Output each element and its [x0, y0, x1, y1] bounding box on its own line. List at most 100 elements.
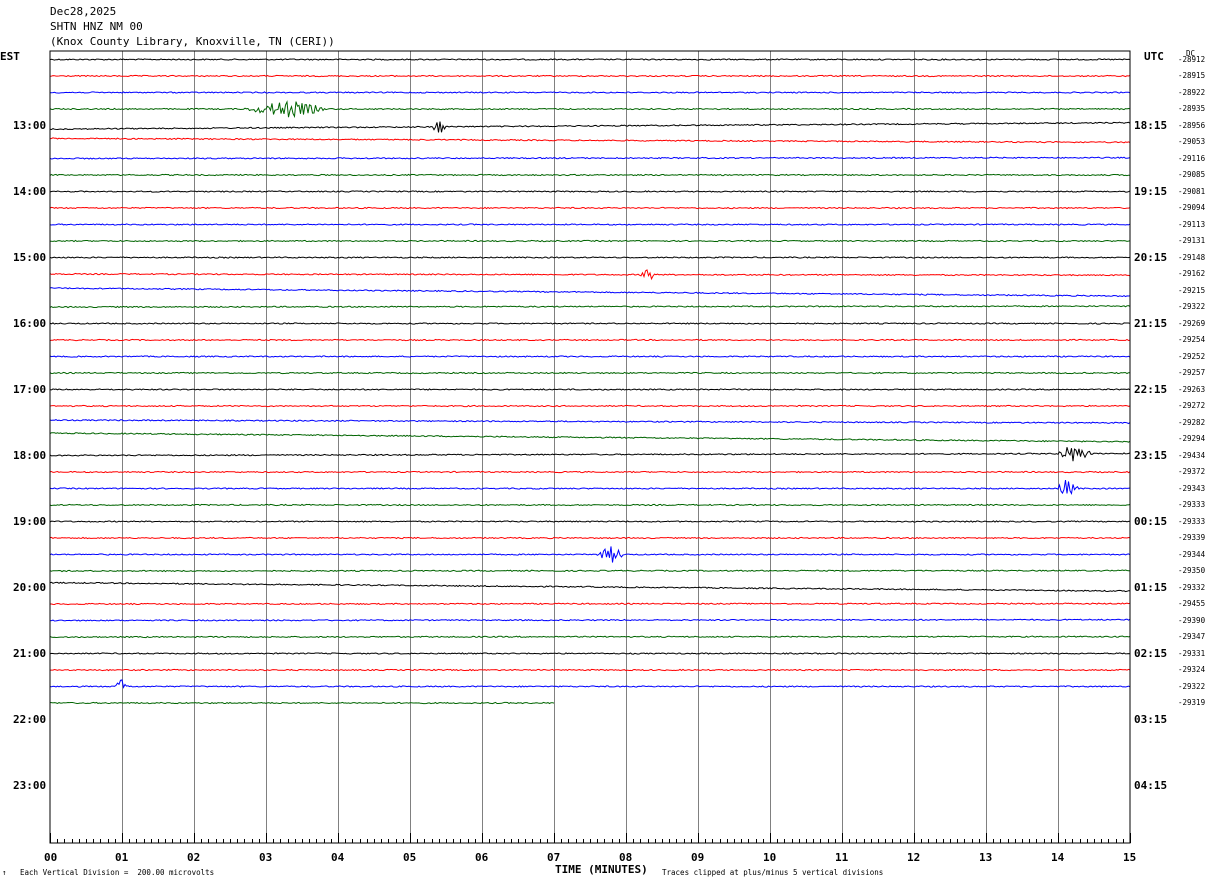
- x-tick-label: 04: [331, 851, 345, 864]
- right-hour-label: 18:15: [1134, 118, 1168, 132]
- dc-offset-label: -29390: [1178, 615, 1206, 625]
- grid-layer: [122, 51, 1059, 843]
- dc-offset-label: -29131: [1178, 236, 1206, 245]
- left-hour-label: 20:00: [13, 580, 47, 594]
- x-tick-label: 01: [115, 851, 129, 864]
- dc-offset-label: -29331: [1178, 648, 1206, 658]
- right-hour-label: 02:15: [1134, 646, 1168, 660]
- trace-39: [49, 679, 1131, 689]
- left-hour-label: 23:00: [13, 778, 47, 792]
- x-tick-label: 07: [547, 851, 561, 864]
- plot-frame: [49, 50, 1131, 844]
- dc-offset-label: -29455: [1178, 599, 1206, 608]
- clip-note: Traces clipped at plus/minus 5 vertical …: [662, 868, 884, 877]
- left-hour-label: 22:00: [13, 712, 47, 726]
- trace-19: [49, 355, 1131, 358]
- dc-offset-label: -29116: [1178, 153, 1206, 163]
- right-hour-label: 21:15: [1134, 316, 1168, 330]
- dc-offset-label: -29282: [1178, 417, 1206, 427]
- x-tick-label: 14: [1051, 851, 1065, 864]
- right-hour-label: 03:15: [1134, 712, 1168, 726]
- dc-offset-label: -29350: [1178, 566, 1206, 575]
- dc-offset-label: -28922: [1178, 87, 1206, 97]
- trace-28: [49, 503, 1131, 507]
- dc-offset-label: -29339: [1178, 533, 1206, 542]
- dc-offset-label: -29272: [1178, 401, 1206, 410]
- x-tick-label: 05: [403, 851, 417, 864]
- trace-17: [49, 322, 1131, 325]
- dc-offset-label: -29254: [1178, 335, 1206, 344]
- trace-31: [49, 546, 1131, 563]
- trace-13: [49, 256, 1131, 259]
- right-hour-label: 00:15: [1134, 514, 1168, 528]
- trace-26: [49, 470, 1131, 474]
- dc-offset-label: -29113: [1178, 219, 1206, 229]
- trace-18: [49, 338, 1131, 342]
- dc-offset-label: -29263: [1178, 384, 1206, 394]
- header-date: Dec28,2025: [50, 5, 117, 18]
- trace-29: [49, 520, 1131, 523]
- trace-15: [49, 287, 1131, 298]
- trace-2: [49, 74, 1131, 78]
- dc-offset-label: -29269: [1178, 318, 1206, 328]
- left-hour-label: 16:00: [13, 316, 47, 330]
- trace-37: [49, 652, 1131, 655]
- dc-offset-label: -29372: [1178, 467, 1206, 476]
- dc-offset-label: -29322: [1178, 302, 1206, 311]
- dc-offset-label: -29343: [1178, 483, 1206, 493]
- dc-offset-label: -29333: [1178, 516, 1206, 526]
- x-tick-label: 06: [475, 851, 489, 864]
- trace-4: [49, 100, 1131, 119]
- right-hour-label: 04:15: [1134, 778, 1168, 792]
- x-tick-label: 08: [619, 851, 633, 864]
- dc-offset-label: -29333: [1178, 500, 1206, 509]
- trace-33: [49, 581, 1130, 593]
- trace-12: [49, 239, 1131, 243]
- trace-23: [49, 419, 1131, 425]
- dc-offset-label: -28956: [1178, 120, 1206, 130]
- trace-40: [50, 701, 555, 705]
- dc-offset-label: -29332: [1178, 582, 1206, 592]
- trace-10: [49, 206, 1131, 210]
- dc-offset-label: -28915: [1178, 71, 1206, 80]
- x-tick-label: 11: [835, 851, 849, 864]
- axis-layer: [49, 50, 1131, 844]
- trace-21: [49, 388, 1131, 391]
- x-tick-label: 00: [44, 851, 58, 864]
- dc-offset-label: -29252: [1178, 351, 1206, 361]
- left-axis-title: EST: [0, 50, 20, 63]
- dc-offset-label: -29162: [1178, 269, 1206, 278]
- dc-offset-label: -29294: [1178, 434, 1206, 443]
- trace-32: [49, 569, 1131, 573]
- trace-30: [49, 536, 1131, 540]
- trace-9: [49, 190, 1131, 193]
- dc-offset-label: -29094: [1178, 203, 1206, 212]
- dc-offset-label: -29344: [1178, 549, 1206, 559]
- trace-16: [49, 305, 1131, 309]
- x-axis-title: TIME (MINUTES): [555, 863, 648, 876]
- dc-offset-label: -29324: [1178, 665, 1206, 674]
- header-station: SHTN HNZ NM 00: [50, 20, 143, 33]
- dc-offset-label: -28935: [1178, 104, 1206, 113]
- dc-offset-label: -29257: [1178, 368, 1206, 377]
- x-tick-label: 12: [907, 851, 921, 864]
- x-tick-label: 09: [691, 851, 705, 864]
- dc-offset-label: -29053: [1178, 137, 1206, 146]
- trace-layer: [49, 58, 1131, 705]
- scale-note: Each Vertical Division = 200.00 microvol…: [20, 868, 215, 877]
- left-hour-label: 21:00: [13, 646, 47, 660]
- dc-offset-label: -29434: [1178, 450, 1206, 460]
- left-hour-label: 14:00: [13, 184, 47, 198]
- left-hour-label: 13:00: [13, 118, 47, 132]
- trace-35: [49, 618, 1131, 622]
- dc-offset-label: -29085: [1178, 170, 1206, 179]
- left-hour-label: 15:00: [13, 250, 47, 264]
- left-hour-label: 17:00: [13, 382, 47, 396]
- dc-offset-label: -28912: [1178, 54, 1206, 64]
- dc-offset-label: -29347: [1178, 632, 1206, 641]
- right-axis-title: UTC: [1144, 50, 1164, 63]
- trace-8: [49, 173, 1130, 177]
- right-hour-label: 22:15: [1134, 382, 1168, 396]
- right-hour-label: 20:15: [1134, 250, 1168, 264]
- dc-offset-label: -29148: [1178, 252, 1206, 262]
